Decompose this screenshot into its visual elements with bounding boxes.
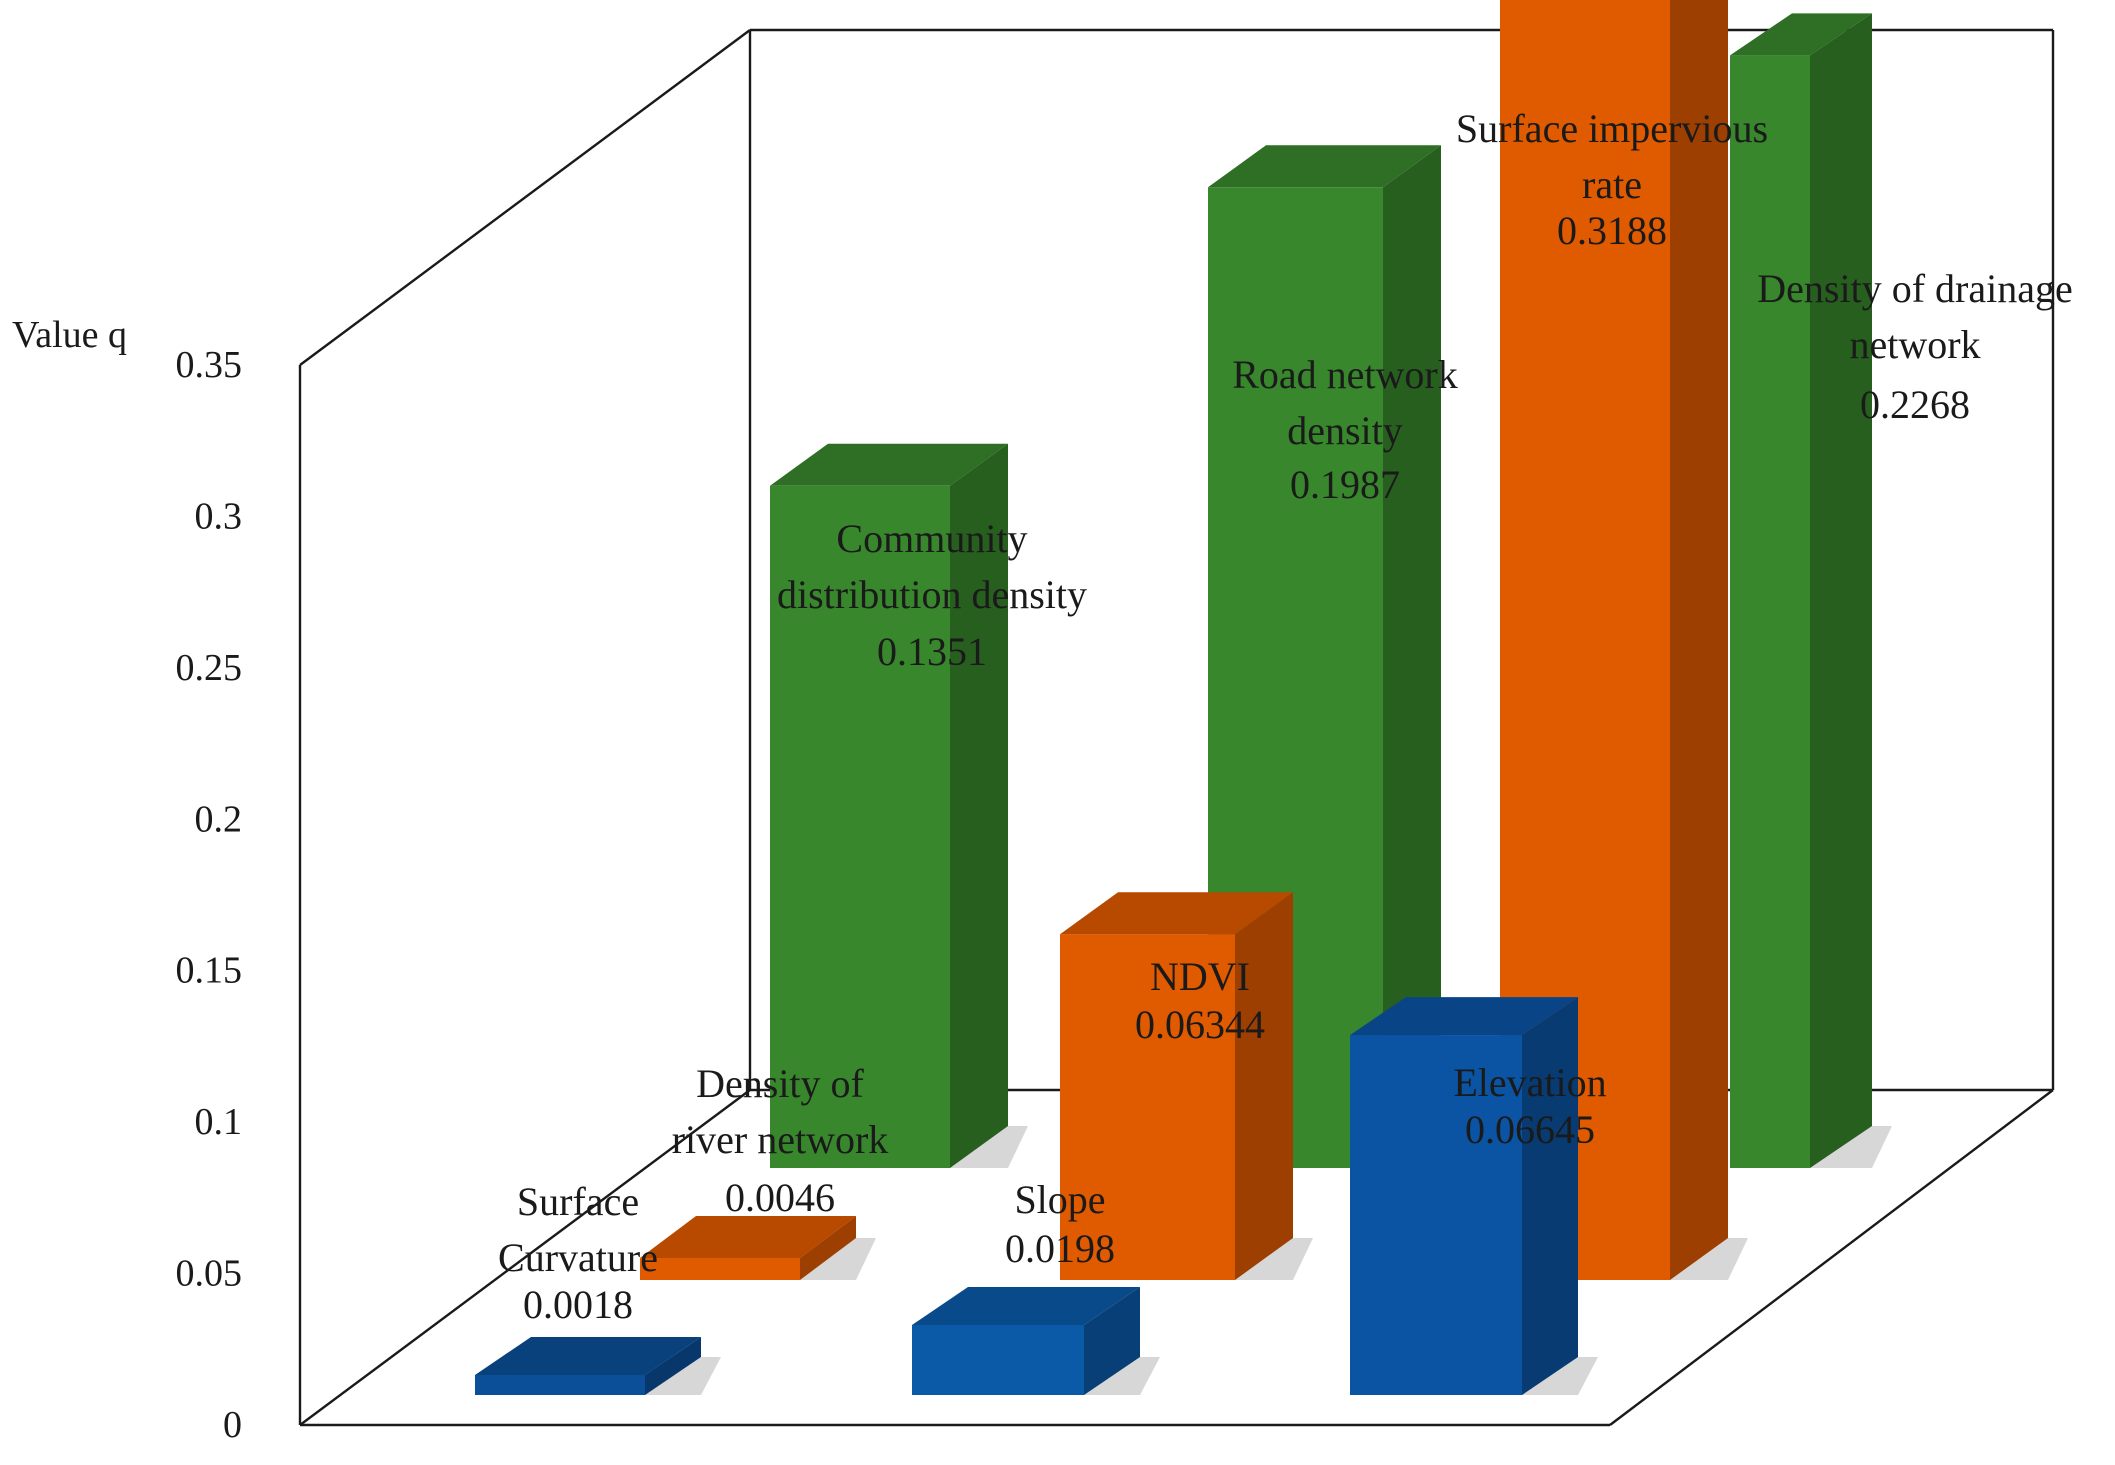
bar-top-face [1208,145,1441,188]
bar-front-face [770,485,950,1168]
bar-value-label: 0.0198 [1005,1226,1115,1271]
y-tick-label: 0.35 [176,344,243,386]
bar [1060,892,1313,1280]
bar [1730,13,1892,1169]
bar-value-label: 0.06344 [1135,1002,1265,1047]
bar-category-label: Surface [517,1179,639,1224]
y-tick-label: 0 [223,1404,242,1446]
bar-side-face [800,1216,856,1280]
floor-right-edge [1609,1089,2054,1426]
bar-category-label: rate [1582,162,1642,207]
bar-side-face [1810,13,1872,1168]
bar-side-face [1670,0,1728,1280]
bar-top-face [1350,997,1578,1036]
bar-category-label: Density of [696,1061,864,1106]
bar-top-face [1730,13,1872,56]
bar-top-face [770,443,1008,486]
bar-value-label: 0.06645 [1465,1107,1595,1152]
bar-category-label: river network [672,1117,889,1162]
bar-side-face [950,443,1008,1168]
bar-category-label: network [1849,322,1980,367]
bar-top-face [640,1216,856,1258]
bar-front-face [1350,1035,1522,1395]
bar [912,1287,1160,1395]
bar-front-face [1730,55,1810,1169]
bar-side-face [1235,892,1293,1280]
bar-front-face [912,1325,1084,1395]
bar-side-face [1522,997,1578,1395]
bar-category-label: Slope [1014,1177,1105,1222]
bar [640,1216,876,1280]
bar-side-face [1084,1287,1140,1395]
bar-front-face [475,1375,645,1395]
y-tick-label: 0.3 [195,495,243,537]
bar [770,443,1028,1168]
bar-value-label: 0.1987 [1290,462,1400,507]
bar-category-label: Density of drainage [1757,266,2072,311]
y-tick-label: 0.15 [176,950,243,992]
bar [1350,997,1598,1395]
bar-top-face [1060,892,1293,935]
y-tick-label: 0.05 [176,1253,243,1295]
bar-value-label: 0.1351 [877,629,987,674]
floor-left-edge [299,1089,751,1426]
y-tick-label: 0.1 [195,1101,243,1143]
bar-side-face [645,1337,701,1395]
bar-category-label: density [1287,408,1403,453]
bar-top-face [912,1287,1140,1325]
bar-category-label: NDVI [1150,954,1250,999]
bar-category-label: distribution density [777,572,1087,617]
bar-category-label: Community [836,516,1027,561]
bar-top-face [475,1337,701,1375]
bar-value-label: 0.2268 [1860,382,1970,427]
bar-category-label: Curvature [498,1235,658,1280]
bar-value-label: 0.0046 [725,1175,835,1220]
bar-side-face [1383,145,1441,1168]
bar-category-label: Road network [1232,352,1458,397]
left-wall-top-edge [299,29,751,366]
bar [475,1337,721,1395]
bar-value-label: 0.0018 [523,1282,633,1327]
y-tick-label: 0.2 [195,798,243,840]
bar-value-label: 0.3188 [1557,208,1667,253]
y-axis-title: Value q [12,314,127,356]
bar-category-label: Elevation [1453,1060,1606,1105]
bar-front-face [1060,934,1235,1280]
bar-category-label: Surface impervious [1456,106,1768,151]
bar-front-face [640,1258,800,1280]
y-tick-label: 0.25 [176,647,243,689]
